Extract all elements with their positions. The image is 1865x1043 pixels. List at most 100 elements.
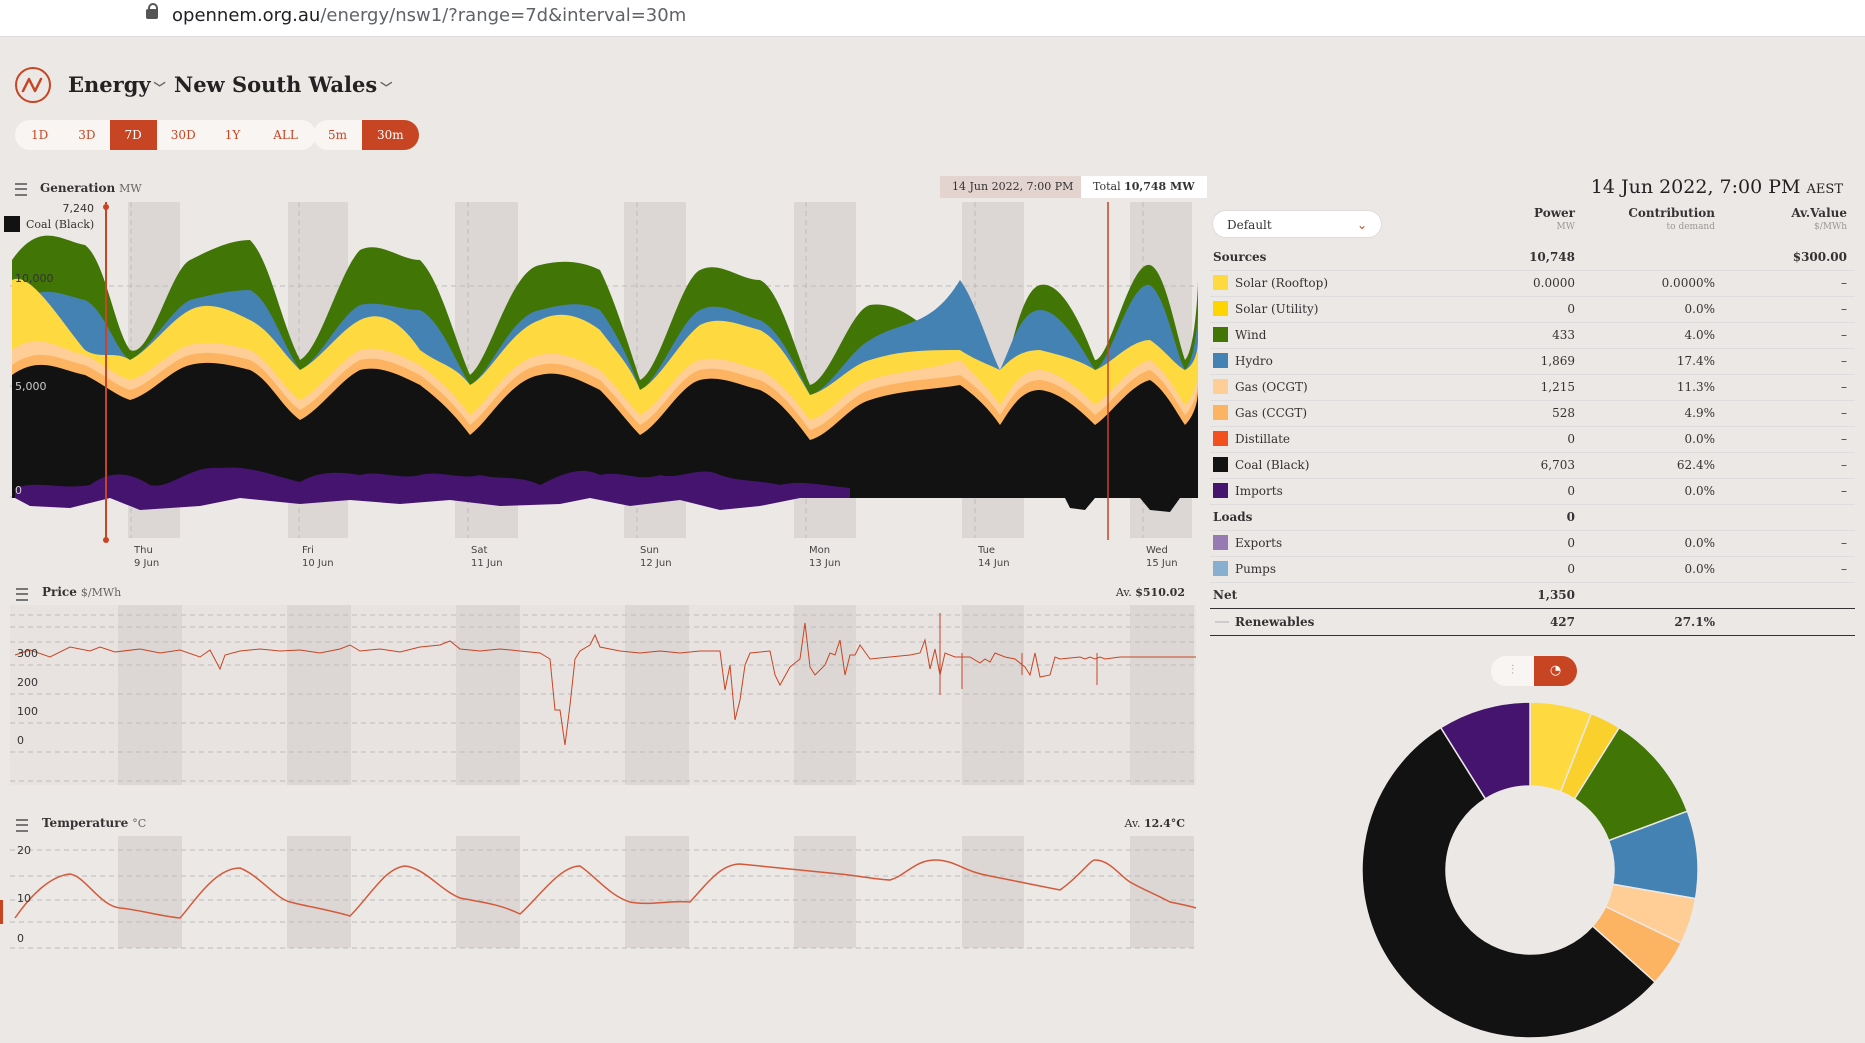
svg-text:Sun: Sun [640, 545, 659, 556]
load-row-exports[interactable]: Exports 0 0.0% – [1210, 530, 1855, 557]
svg-text:300: 300 [17, 647, 38, 660]
price-menu-icon[interactable] [16, 588, 28, 601]
svg-text:14 Jun: 14 Jun [978, 558, 1010, 569]
region-dropdown[interactable]: New South Wales ﹀ [174, 72, 393, 97]
section-dropdown[interactable]: Energy ﹀ [68, 72, 166, 97]
svg-text:0: 0 [17, 734, 24, 747]
temperature-line [14, 859, 1197, 919]
price-spikes [939, 613, 1098, 695]
chevron-down-icon: ﹀ [380, 81, 393, 95]
svg-text:Fri: Fri [302, 545, 314, 556]
generation-x-ticks: Thu 9 Jun Fri 10 Jun Sat 11 Jun Sun 12 Jun M… [133, 545, 1178, 569]
color-swatch [1213, 535, 1228, 550]
svg-text:Mon: Mon [809, 545, 830, 556]
interval-button-group: 5m 30m [313, 120, 419, 150]
interval-5m-button[interactable]: 5m [328, 128, 348, 142]
tooltip-legend: Coal (Black) [4, 216, 94, 232]
range-all-button[interactable]: ALL [273, 128, 298, 142]
view-select-dropdown[interactable]: Default ⌄ [1212, 210, 1382, 238]
generation-y-ticks: 10,000 5,000 0 [15, 272, 54, 497]
temperature-chart[interactable]: 20 10 0 [0, 836, 1200, 956]
range-button-group: 1D 3D 7D 30D 1Y ALL [15, 120, 316, 150]
legend-swatch [4, 216, 20, 232]
browser-url-bar[interactable]: opennem.org.au/energy/nsw1/?range=7d&int… [0, 0, 1865, 37]
temperature-menu-icon[interactable] [16, 819, 28, 832]
source-row-hydro[interactable]: Hydro 1,869 17.4% – [1210, 348, 1855, 375]
price-chart[interactable]: 300 200 100 0 [0, 605, 1200, 787]
source-row-coal-black[interactable]: Coal (Black) 6,703 62.4% – [1210, 452, 1855, 479]
svg-text:12 Jun: 12 Jun [640, 558, 672, 569]
color-swatch [1213, 379, 1228, 394]
source-row-solar-rooftop[interactable]: Solar (Rooftop) 0.0000 0.0000% – [1210, 270, 1855, 297]
source-row-wind[interactable]: Wind 433 4.0% – [1210, 322, 1855, 349]
source-row-imports[interactable]: Imports 0 0.0% – [1210, 478, 1855, 505]
price-y-ticks: 300 200 100 0 [17, 647, 38, 747]
source-row-gas-ccgt[interactable]: Gas (CCGT) 528 4.9% – [1210, 400, 1855, 427]
color-swatch [1213, 431, 1228, 446]
color-swatch [1213, 483, 1228, 498]
source-row-distillate[interactable]: Distillate 0 0.0% – [1210, 426, 1855, 453]
hover-total-label: Total 10,748 MW [1081, 176, 1207, 198]
night-bands [118, 605, 1194, 785]
chevron-down-icon: ⌄ [1356, 218, 1367, 232]
generation-chart[interactable]: 7,240 10,000 5,000 0 Thu 9 Jun Fri 10 Jun … [0, 200, 1200, 570]
night-bands [118, 836, 1194, 948]
color-swatch [1213, 301, 1228, 316]
load-row-pumps[interactable]: Pumps 0 0.0% – [1210, 556, 1855, 583]
svg-text:Tue: Tue [977, 545, 995, 556]
color-swatch [1213, 327, 1228, 342]
color-swatch [1213, 457, 1228, 472]
donut-chart-toggle-icon[interactable]: ◔ [1534, 656, 1577, 686]
range-1d-button[interactable]: 1D [31, 128, 49, 142]
svg-text:Wed: Wed [1146, 545, 1168, 556]
source-row-solar-utility[interactable]: Solar (Utility) 0 0.0% – [1210, 296, 1855, 323]
bar-chart-toggle-icon[interactable]: ⫶ [1510, 663, 1515, 678]
svg-text:11 Jun: 11 Jun [471, 558, 503, 569]
svg-text:10,000: 10,000 [15, 272, 54, 285]
renewables-line-swatch [1215, 621, 1229, 623]
color-swatch [1213, 275, 1228, 290]
generation-title: Generation MW [40, 181, 142, 195]
net-row: Net 1,350 [1210, 582, 1855, 609]
temperature-y-ticks: 20 10 0 [17, 844, 31, 945]
donut-slice-imports[interactable] [1439, 701, 1531, 800]
range-1y-button[interactable]: 1Y [224, 128, 241, 142]
chevron-down-icon: ﹀ [153, 81, 166, 95]
header-av-value[interactable]: Av.Value $/MWh [1791, 206, 1847, 232]
interval-30m-button[interactable]: 30m [362, 120, 419, 150]
svg-text:0: 0 [17, 932, 24, 945]
svg-text:9 Jun: 9 Jun [134, 558, 159, 569]
header-power[interactable]: Power MW [1534, 206, 1575, 232]
opennem-logo-icon[interactable] [15, 67, 51, 103]
svg-text:Sat: Sat [471, 545, 487, 556]
svg-text:Thu: Thu [133, 545, 153, 556]
generation-menu-icon[interactable] [15, 183, 27, 196]
source-row-gas-ocgt[interactable]: Gas (OCGT) 1,215 11.3% – [1210, 374, 1855, 401]
range-7d-button[interactable]: 7D [109, 120, 157, 150]
svg-text:20: 20 [17, 844, 31, 857]
hover-date-label: 14 Jun 2022, 7:00 PM [940, 176, 1086, 198]
header-contribution[interactable]: Contribution to demand [1628, 206, 1715, 232]
temperature-average: Av. 12.4°C [1124, 817, 1185, 830]
chart-type-toggle: ⫶ ◔ [1491, 656, 1577, 686]
range-30d-button[interactable]: 30D [170, 128, 196, 142]
range-3d-button[interactable]: 3D [78, 128, 96, 142]
svg-text:200: 200 [17, 676, 38, 689]
price-average: Av. $510.02 [1115, 586, 1185, 599]
svg-text:100: 100 [17, 705, 38, 718]
tooltip-value: 7,240 [63, 202, 95, 215]
svg-text:10 Jun: 10 Jun [302, 558, 334, 569]
svg-text:10: 10 [17, 892, 31, 905]
url-text[interactable]: opennem.org.au/energy/nsw1/?range=7d&int… [172, 5, 687, 26]
lock-icon [146, 3, 158, 19]
svg-text:5,000: 5,000 [15, 380, 47, 393]
sources-row: Sources 10,748 $300.00 [1210, 244, 1855, 271]
donut-slice-coal-black[interactable] [1361, 726, 1657, 1039]
scroll-marker [0, 900, 3, 924]
temperature-title: Temperature °C [42, 816, 147, 830]
svg-text:0: 0 [15, 484, 22, 497]
donut-chart[interactable] [1360, 700, 1700, 1040]
svg-text:13 Jun: 13 Jun [809, 558, 841, 569]
price-line [14, 622, 1196, 746]
color-swatch [1213, 353, 1228, 368]
